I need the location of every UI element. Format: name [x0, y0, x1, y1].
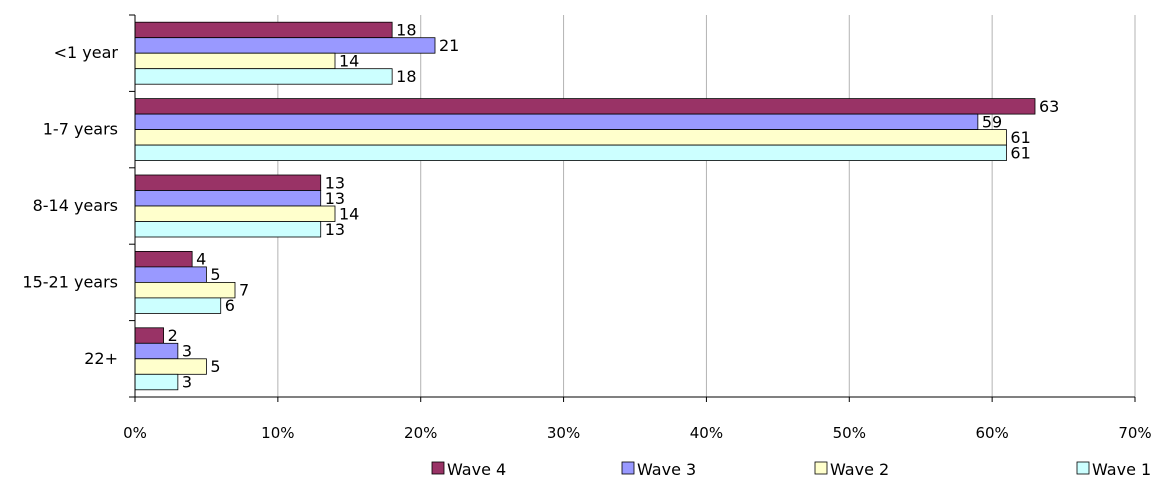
legend: Wave 4 Wave 3 Wave 2 Wave 1: [431, 460, 1151, 479]
data-label: 5: [210, 357, 220, 376]
data-label: 13: [325, 220, 345, 239]
data-label: 6: [225, 296, 235, 315]
bar: [134, 266, 207, 283]
bar: [134, 327, 164, 344]
data-label: 3: [182, 342, 192, 361]
x-tick-label: 10%: [261, 424, 294, 442]
x-tick-label: 60%: [975, 424, 1008, 442]
bar: [134, 144, 1007, 162]
bar: [134, 358, 207, 375]
bar: [134, 281, 236, 299]
data-label: 21: [439, 36, 459, 55]
data-label: 59: [982, 112, 1002, 131]
data-label: 14: [339, 204, 359, 223]
bar: [134, 205, 336, 222]
legend-label: Wave 4: [447, 460, 506, 479]
x-tick-label: 20%: [404, 424, 437, 442]
bars: [134, 21, 1036, 391]
bar: [134, 98, 1036, 115]
category-label: 1-7 years: [43, 120, 118, 139]
data-label: 18: [396, 67, 416, 86]
legend-label: Wave 2: [830, 460, 889, 479]
bar: [134, 37, 436, 54]
data-label: 13: [325, 173, 345, 192]
bar: [134, 342, 179, 360]
data-label: 5: [210, 265, 220, 284]
data-label: 2: [168, 326, 178, 345]
legend-swatch: [1076, 461, 1090, 475]
legend-label: Wave 3: [637, 460, 696, 479]
bar: [134, 221, 322, 238]
data-label: 63: [1039, 97, 1059, 116]
bar: [134, 52, 336, 70]
data-label: 18: [396, 20, 416, 39]
bar: [134, 68, 393, 85]
data-label: 61: [1010, 143, 1030, 162]
data-label: 7: [239, 281, 249, 300]
bar: [134, 250, 193, 268]
legend-label: Wave 1: [1092, 460, 1151, 479]
x-tick-label: 70%: [1118, 424, 1151, 442]
data-label: 13: [325, 189, 345, 208]
data-label: 14: [339, 51, 359, 70]
x-tick-label: 50%: [833, 424, 866, 442]
bar: [134, 373, 179, 391]
x-tick-label: 40%: [690, 424, 723, 442]
category-label: <1 year: [54, 43, 119, 62]
x-tick-label: 30%: [547, 424, 580, 442]
bar: [134, 190, 322, 207]
category-label: 8-14 years: [33, 196, 118, 215]
legend-swatch: [431, 461, 445, 475]
axes: 0% 10% 20% 30% 40% 50% 60% 70% <1 year 1-7 years 8…: [22, 14, 1152, 442]
bar: [134, 297, 222, 314]
data-label: 4: [196, 250, 206, 269]
data-label: 3: [182, 373, 192, 392]
bar: [134, 21, 393, 39]
legend-swatch: [814, 461, 828, 475]
bar: [134, 129, 1007, 146]
bar: [134, 113, 979, 130]
category-label: 22+: [84, 349, 118, 368]
legend-swatch: [621, 461, 635, 475]
bar: [134, 174, 322, 191]
gridlines: [277, 15, 1136, 397]
data-label: 61: [1010, 128, 1030, 147]
category-label: 15-21 years: [22, 272, 118, 291]
x-tick-label: 0%: [123, 424, 147, 442]
